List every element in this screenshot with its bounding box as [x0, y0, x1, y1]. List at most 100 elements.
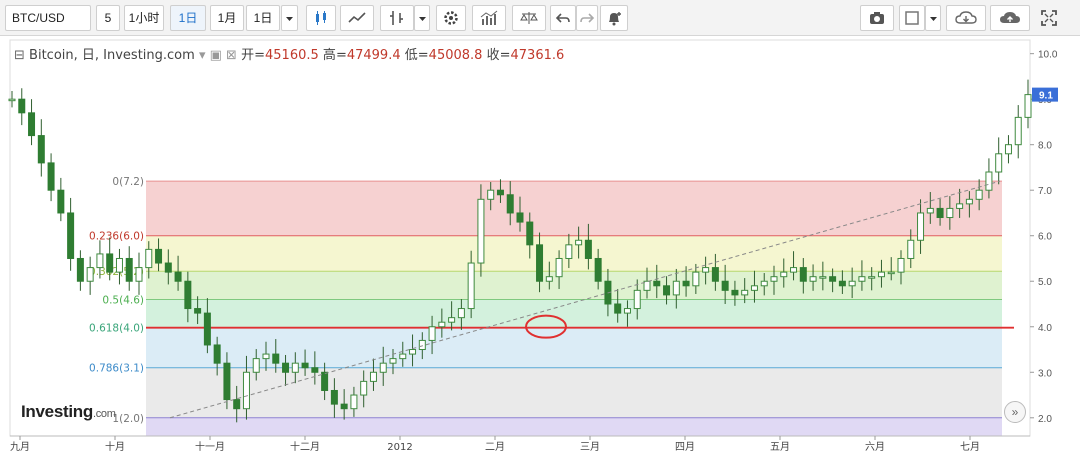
save-chart-button[interactable]: [990, 5, 1030, 31]
fib-label: 0.618(4.0): [89, 323, 144, 335]
alert-button[interactable]: [600, 5, 628, 31]
candle-body: [340, 403, 348, 410]
undo-button[interactable]: [550, 5, 576, 31]
settings-button[interactable]: [436, 5, 466, 31]
candle-body: [721, 280, 729, 291]
fib-label: 0.786(3.1): [89, 363, 144, 375]
candle-body: [545, 276, 553, 282]
candle-body: [965, 198, 973, 205]
dropdown-icon: [926, 10, 940, 26]
legend-close-icon[interactable]: ⊠: [226, 48, 237, 63]
low-value: 45008.8: [428, 48, 483, 63]
candle-body: [1014, 116, 1022, 146]
price-chart[interactable]: 0(7.2)0.236(6.0)0.382(5.2)0.5(4.6)0.618(…: [0, 36, 1080, 454]
legend-dropdown-icon[interactable]: ▾: [198, 48, 206, 63]
candle-body: [614, 303, 622, 314]
symbol-input[interactable]: BTC/USD: [5, 5, 91, 31]
candle-body: [389, 358, 397, 364]
candle-body: [457, 308, 465, 319]
chart-type-dropdown-button[interactable]: [414, 5, 430, 31]
screenshot-button[interactable]: [860, 5, 894, 31]
chart-area[interactable]: 0(7.2)0.236(6.0)0.382(5.2)0.5(4.6)0.618(…: [0, 36, 1080, 454]
candle-body: [1024, 94, 1032, 118]
candle-body: [213, 344, 221, 364]
fullscreen-button[interactable]: [1036, 5, 1062, 31]
candle-body: [76, 257, 84, 282]
candle-body: [985, 171, 993, 191]
double-chevron-right-icon: »: [1011, 405, 1019, 419]
candle-body: [692, 271, 700, 287]
candle-body: [477, 198, 485, 264]
collapse-icon[interactable]: ⊟: [14, 48, 25, 63]
chart-toolbar: BTC/USD 5 1小时 1日 1月 1日: [0, 0, 1080, 36]
color-dropdown-button[interactable]: [925, 5, 941, 31]
y-tick-label: 6.0: [1038, 232, 1052, 243]
candle-body: [936, 207, 944, 219]
x-tick-label: 七月: [960, 441, 980, 453]
candle-body: [311, 367, 319, 373]
candle-body: [506, 194, 514, 214]
low-label: 低: [404, 48, 418, 63]
interval-dropdown-button[interactable]: [281, 5, 298, 31]
candle-body: [897, 257, 905, 273]
candle-body: [594, 257, 602, 282]
load-chart-button[interactable]: [946, 5, 986, 31]
annotation-circle: [525, 314, 567, 339]
x-tick-label: 十二月: [290, 440, 320, 453]
candle-body: [135, 267, 143, 282]
candle-body: [643, 280, 651, 291]
candle-body: [819, 276, 827, 279]
line-chart-button[interactable]: [340, 5, 374, 31]
candle-body: [487, 189, 495, 200]
fib-zone: [146, 181, 1002, 236]
candle-body: [86, 267, 94, 282]
candle-body: [750, 285, 758, 291]
investing-logo: Investing.com: [21, 402, 116, 421]
candle-body: [770, 276, 778, 282]
fullscreen-icon: [1037, 10, 1061, 26]
interval-custom-button[interactable]: 1日: [246, 5, 280, 31]
candlestick-icon: [307, 10, 335, 26]
trendline: [169, 180, 1001, 419]
x-tick-label: 十月: [105, 440, 125, 453]
candle-body: [252, 358, 260, 373]
interval-1-hour-button[interactable]: 1小时: [124, 5, 164, 31]
y-tick-label: 2.0: [1038, 414, 1052, 425]
bar-chart-button[interactable]: [380, 5, 414, 31]
candle-body: [917, 212, 925, 241]
candle-body: [282, 362, 290, 373]
indicators-button[interactable]: [472, 5, 506, 31]
interval-input[interactable]: 5: [96, 5, 120, 31]
candle-body: [887, 271, 895, 275]
candle-body: [164, 262, 172, 273]
scroll-to-latest-button[interactable]: »: [1004, 401, 1026, 423]
candle-body: [790, 267, 798, 273]
redo-button[interactable]: [576, 5, 598, 31]
fib-zone: [146, 417, 1002, 436]
fib-label: 1(2.0): [112, 413, 144, 425]
candle-body: [233, 399, 241, 410]
candle-body: [379, 362, 387, 373]
price-badge-label: 9.1: [1039, 91, 1053, 102]
fib-label: 0.236(6.0): [89, 231, 144, 243]
candle-body: [47, 162, 55, 191]
x-tick-label: 九月: [10, 441, 30, 453]
x-tick-label: 2012: [387, 442, 412, 453]
dropdown-icon: [282, 10, 297, 26]
color-button[interactable]: [899, 5, 925, 31]
settings-icon: [437, 10, 465, 26]
price-badge: [1032, 87, 1058, 102]
candlestick-button[interactable]: [306, 5, 336, 31]
compare-button[interactable]: [512, 5, 546, 31]
candle-body: [956, 203, 964, 209]
candle-body: [731, 289, 739, 296]
interval-1-month-button[interactable]: 1月: [210, 5, 244, 31]
candle-body: [301, 362, 309, 369]
legend-settings-icon[interactable]: ▣: [209, 48, 222, 63]
interval-1-day-button[interactable]: 1日: [170, 5, 206, 31]
candle-body: [57, 189, 65, 214]
fib-label: 0(7.2): [112, 176, 144, 188]
high-value: 47499.4: [346, 48, 401, 63]
undo-icon: [551, 10, 575, 26]
candle-body: [369, 371, 377, 382]
